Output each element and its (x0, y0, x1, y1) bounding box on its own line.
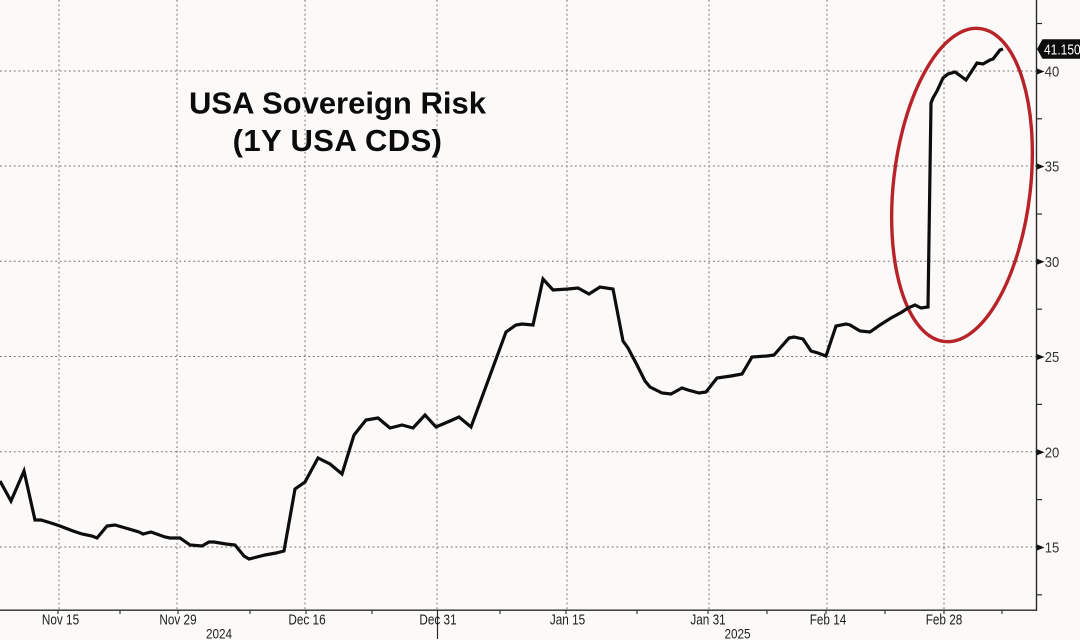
svg-text:15: 15 (1045, 539, 1060, 556)
svg-text:2024: 2024 (206, 627, 232, 640)
svg-text:35: 35 (1045, 158, 1060, 175)
svg-text:Nov 29: Nov 29 (159, 611, 196, 627)
svg-text:Feb 14: Feb 14 (810, 611, 847, 627)
svg-text:Dec 31: Dec 31 (419, 611, 456, 627)
svg-text:30: 30 (1045, 253, 1060, 270)
svg-text:20: 20 (1045, 443, 1060, 460)
svg-text:USA Sovereign Risk: USA Sovereign Risk (189, 86, 487, 121)
svg-text:40: 40 (1045, 63, 1060, 80)
svg-text:2025: 2025 (724, 627, 750, 640)
svg-text:Feb 28: Feb 28 (926, 611, 963, 627)
svg-text:(1Y USA CDS): (1Y USA CDS) (233, 123, 443, 158)
svg-text:Dec 16: Dec 16 (288, 611, 325, 627)
svg-text:Jan 15: Jan 15 (550, 611, 585, 627)
svg-text:Jan 31: Jan 31 (690, 611, 725, 627)
svg-text:Nov 15: Nov 15 (42, 611, 79, 627)
svg-text:25: 25 (1045, 348, 1060, 365)
svg-text:41.150: 41.150 (1044, 41, 1080, 58)
